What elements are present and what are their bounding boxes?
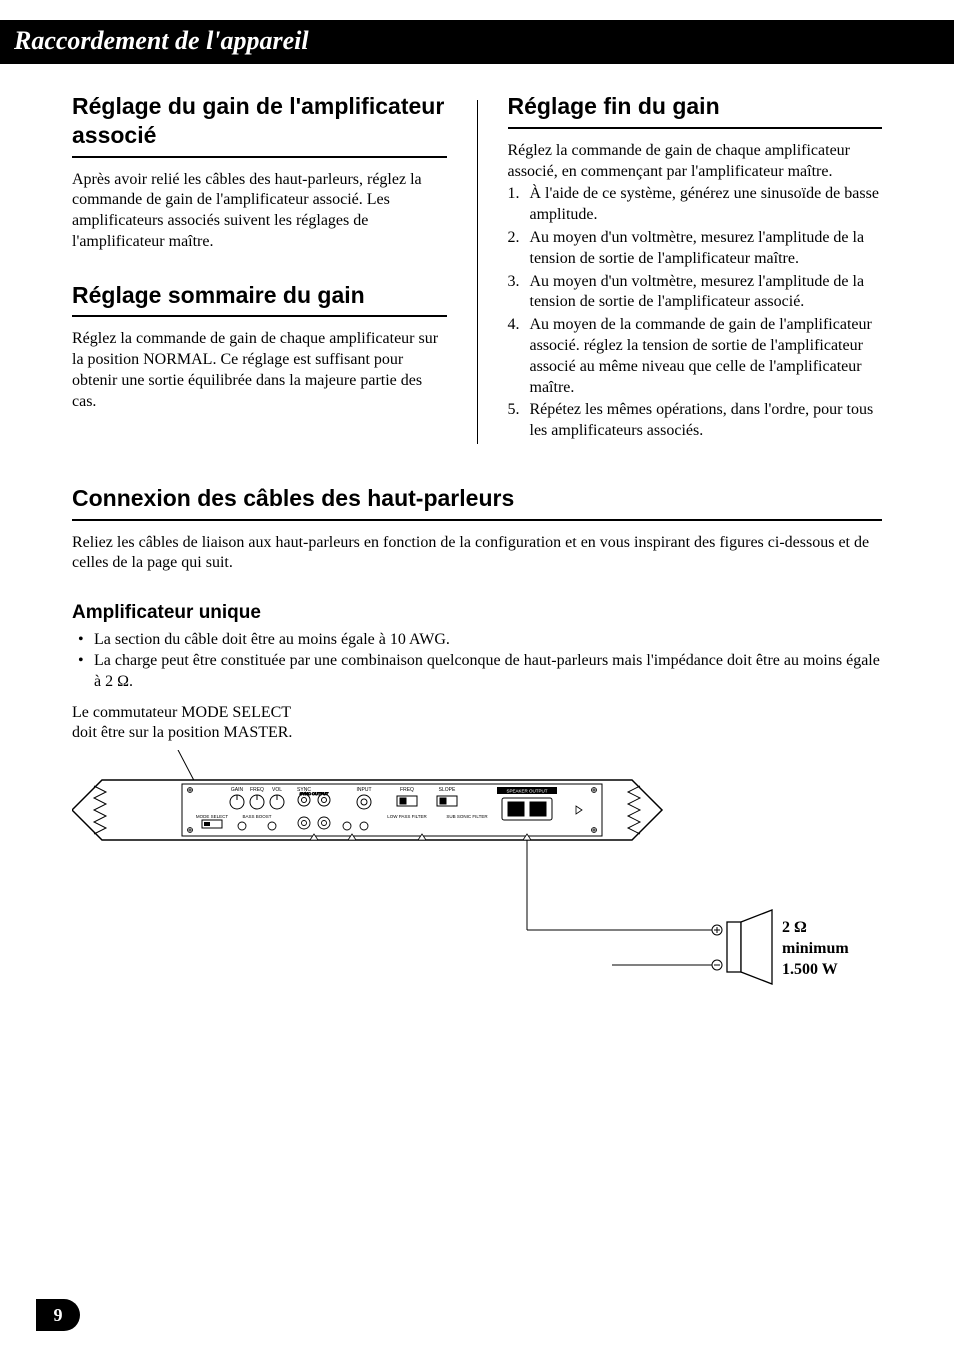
steps-list: À l'aide de ce système, générez une sinu… — [508, 184, 883, 442]
speaker-ohm: 2 Ω — [782, 919, 807, 936]
section-title-sommaire: Réglage sommaire du gain — [72, 281, 447, 310]
two-column-layout: Réglage du gain de l'amplificateur assoc… — [72, 92, 882, 444]
section-heading-block: Connexion des câbles des haut-parleurs — [72, 484, 882, 521]
speaker-spec-label: 2 Ω minimum 1.500 W — [782, 918, 849, 980]
header-bar: Raccordement de l'appareil — [0, 20, 954, 64]
list-item: La charge peut être constituée par une c… — [72, 651, 882, 693]
svg-text:GAIN: GAIN — [231, 787, 244, 793]
svg-text:INPUT: INPUT — [357, 787, 372, 793]
section-title-gain-associe: Réglage du gain de l'amplificateur assoc… — [72, 92, 447, 150]
svg-text:SLOPE: SLOPE — [439, 787, 456, 793]
list-item: À l'aide de ce système, générez une sinu… — [508, 184, 883, 226]
list-item: Au moyen d'un voltmètre, mesurez l'ampli… — [508, 272, 883, 314]
svg-text:MODE SELECT: MODE SELECT — [196, 814, 229, 819]
section-heading-block: Réglage sommaire du gain — [72, 281, 447, 318]
body-text: Réglez la commande de gain de chaque amp… — [72, 329, 447, 412]
note-line: Le commutateur MODE SELECT — [72, 703, 882, 724]
list-item: Répétez les mêmes opérations, dans l'ord… — [508, 400, 883, 442]
section-heading-block: Réglage du gain de l'amplificateur assoc… — [72, 92, 447, 158]
amplifier-diagram: GAIN FREQ VOL SYNC INPUT FREQ SLOPE SPEA… — [72, 750, 882, 1010]
page-number-badge: 9 — [36, 1299, 80, 1331]
list-item: Au moyen de la commande de gain de l'amp… — [508, 315, 883, 398]
full-width-section: Connexion des câbles des haut-parleurs R… — [72, 484, 882, 1010]
speaker-watt: 1.500 W — [782, 961, 838, 978]
svg-text:VOL: VOL — [272, 787, 282, 793]
header-title: Raccordement de l'appareil — [14, 26, 309, 55]
body-text: Reliez les câbles de liaison aux haut-pa… — [72, 533, 882, 575]
section-title-connexion: Connexion des câbles des haut-parleurs — [72, 484, 882, 513]
column-divider — [477, 100, 478, 444]
svg-text:BASS BOOST: BASS BOOST — [242, 814, 271, 819]
right-column: Réglage fin du gain Réglez la commande d… — [508, 92, 883, 444]
section-heading-block: Réglage fin du gain — [508, 92, 883, 129]
amplifier-svg: GAIN FREQ VOL SYNC INPUT FREQ SLOPE SPEA… — [72, 750, 882, 1010]
svg-text:SPEAKER OUTPUT: SPEAKER OUTPUT — [506, 789, 547, 794]
list-item: La section du câble doit être au moins é… — [72, 630, 882, 651]
section-title-fin: Réglage fin du gain — [508, 92, 883, 121]
note-line: doit être sur la position MASTER. — [72, 723, 882, 744]
list-item: Au moyen d'un voltmètre, mesurez l'ampli… — [508, 228, 883, 270]
svg-text:LOW PASS FILTER: LOW PASS FILTER — [387, 814, 427, 819]
svg-text:SYNC OUTPUT: SYNC OUTPUT — [300, 791, 329, 796]
sub-title-ampli-unique: Amplificateur unique — [72, 602, 882, 624]
speaker-min: minimum — [782, 940, 849, 957]
left-column: Réglage du gain de l'amplificateur assoc… — [72, 92, 447, 444]
svg-text:FREQ: FREQ — [250, 787, 264, 793]
body-text: Réglez la commande de gain de chaque amp… — [508, 141, 883, 183]
body-text: Après avoir relié les câbles des haut-pa… — [72, 170, 447, 253]
svg-text:FREQ: FREQ — [400, 787, 414, 793]
page-number: 9 — [54, 1305, 63, 1326]
svg-text:SUB SONIC FILTER: SUB SONIC FILTER — [446, 814, 488, 819]
bullet-list: La section du câble doit être au moins é… — [72, 630, 882, 692]
